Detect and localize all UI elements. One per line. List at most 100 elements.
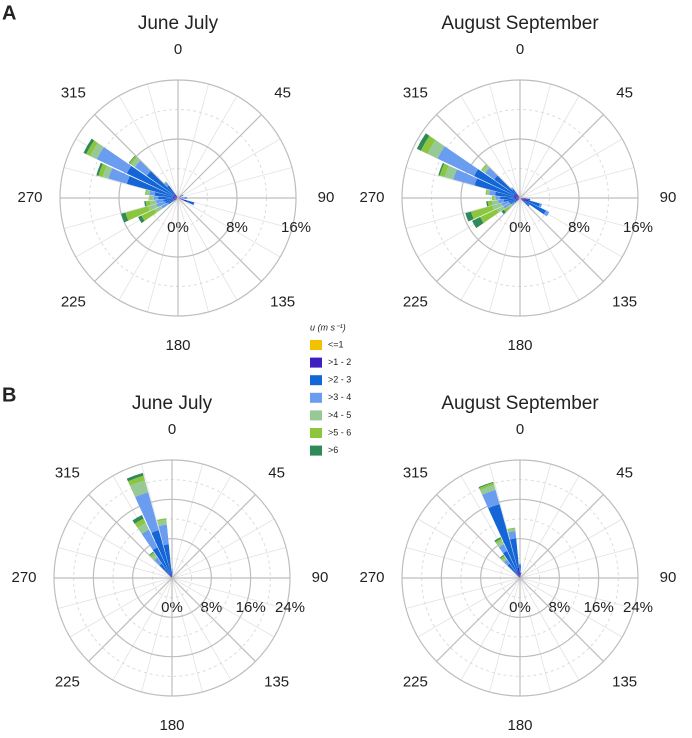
direction-label: 180 bbox=[507, 717, 532, 734]
rose-segment bbox=[173, 195, 178, 198]
rose-segment bbox=[510, 538, 520, 569]
rose-segment bbox=[503, 202, 511, 209]
direction-label: 45 bbox=[268, 464, 285, 481]
direction-label: 90 bbox=[318, 189, 335, 206]
rose-segment bbox=[171, 571, 173, 577]
rose-segment bbox=[515, 198, 520, 200]
legend-label: >6 bbox=[328, 445, 338, 455]
rose-segment bbox=[495, 191, 514, 198]
rose-segment bbox=[513, 195, 520, 198]
rose-segment bbox=[486, 201, 489, 207]
rose-segment bbox=[146, 190, 151, 196]
rose-segment bbox=[514, 198, 520, 200]
rose-segment bbox=[156, 518, 167, 522]
rose-segment bbox=[167, 185, 176, 195]
rose-segment bbox=[492, 200, 499, 206]
rose-segment bbox=[503, 550, 518, 574]
rose-segment bbox=[493, 195, 496, 201]
rose-segment bbox=[125, 206, 150, 221]
rose-segment bbox=[108, 168, 130, 184]
rose-segment bbox=[159, 563, 171, 576]
direction-label: 270 bbox=[359, 569, 384, 586]
rose-segment bbox=[465, 211, 474, 222]
rose-segment bbox=[157, 519, 167, 527]
chart-title: August September bbox=[441, 13, 599, 34]
rose-segment bbox=[186, 200, 195, 206]
rose-segment bbox=[489, 190, 496, 196]
direction-label: 45 bbox=[616, 84, 633, 101]
rose-segment bbox=[520, 198, 526, 202]
rose-segment bbox=[169, 574, 172, 578]
rose-segment bbox=[500, 196, 515, 200]
direction-label: 90 bbox=[660, 569, 677, 586]
rose-segment bbox=[517, 567, 520, 578]
rose-segment bbox=[158, 524, 169, 546]
rose-segment bbox=[508, 203, 513, 208]
rose-segment bbox=[169, 572, 172, 578]
rose-segment bbox=[96, 147, 132, 174]
rose-segment bbox=[520, 575, 521, 578]
rose-segment bbox=[145, 200, 151, 207]
rose-segment bbox=[519, 572, 521, 578]
direction-axis bbox=[94, 197, 179, 282]
legend-swatch bbox=[310, 392, 322, 403]
rose-segment bbox=[163, 544, 172, 574]
direction-axis bbox=[519, 114, 604, 199]
rose-segment bbox=[482, 489, 500, 509]
direction-axis bbox=[171, 494, 256, 579]
direction-axis bbox=[436, 577, 521, 662]
spoke bbox=[519, 518, 623, 579]
rose-segment bbox=[444, 165, 457, 180]
spoke bbox=[460, 577, 521, 681]
rose-segment bbox=[514, 197, 520, 199]
rose-segment bbox=[500, 554, 505, 559]
rose-segment bbox=[478, 481, 494, 489]
panel-label: A bbox=[2, 2, 16, 24]
rose-segment bbox=[480, 209, 499, 224]
rose-segment bbox=[164, 182, 170, 187]
legend-label: >4 - 5 bbox=[328, 410, 351, 420]
r-tick-label: 16% bbox=[623, 219, 653, 236]
rose-segment bbox=[153, 196, 159, 200]
spoke bbox=[171, 518, 275, 579]
rose-segment bbox=[502, 557, 507, 562]
direction-axis bbox=[88, 577, 173, 662]
direction-axis bbox=[436, 197, 521, 282]
direction-label: 315 bbox=[55, 464, 80, 481]
legend-label: >3 - 4 bbox=[328, 392, 351, 402]
rose-segment bbox=[472, 217, 484, 229]
r-tick-label: 16% bbox=[584, 599, 614, 616]
rose-segment bbox=[131, 157, 141, 168]
r-tick-label: 16% bbox=[281, 219, 311, 236]
rose-segment bbox=[495, 538, 503, 544]
rose-segment bbox=[528, 200, 540, 207]
direction-label: 90 bbox=[312, 569, 329, 586]
rose-segment bbox=[173, 198, 178, 200]
rose-segment bbox=[149, 552, 156, 558]
chart-title: June July bbox=[132, 393, 213, 414]
rose-segment bbox=[510, 199, 517, 205]
rose-segment bbox=[171, 568, 173, 572]
direction-axis bbox=[519, 494, 604, 579]
direction-label: 0 bbox=[516, 41, 524, 58]
rose-segment bbox=[496, 540, 504, 548]
direction-axis bbox=[436, 494, 521, 579]
direction-label: 180 bbox=[507, 337, 532, 354]
rose-segment bbox=[486, 189, 491, 196]
rose-segment bbox=[150, 200, 157, 206]
direction-axis bbox=[171, 577, 256, 662]
rose-segment bbox=[438, 162, 445, 176]
direction-axis bbox=[88, 494, 173, 579]
spoke bbox=[417, 577, 521, 638]
direction-label: 225 bbox=[403, 294, 428, 311]
rose-segment bbox=[516, 573, 520, 578]
rose-segment bbox=[519, 198, 520, 199]
rose-segment bbox=[183, 197, 187, 199]
rose-segment bbox=[485, 189, 488, 195]
rose-segment bbox=[163, 198, 175, 202]
rose-segment bbox=[495, 196, 501, 200]
rose-segment bbox=[515, 193, 520, 198]
rose-segment bbox=[141, 209, 157, 221]
rose-segment bbox=[416, 133, 430, 151]
direction-label: 180 bbox=[165, 337, 190, 354]
